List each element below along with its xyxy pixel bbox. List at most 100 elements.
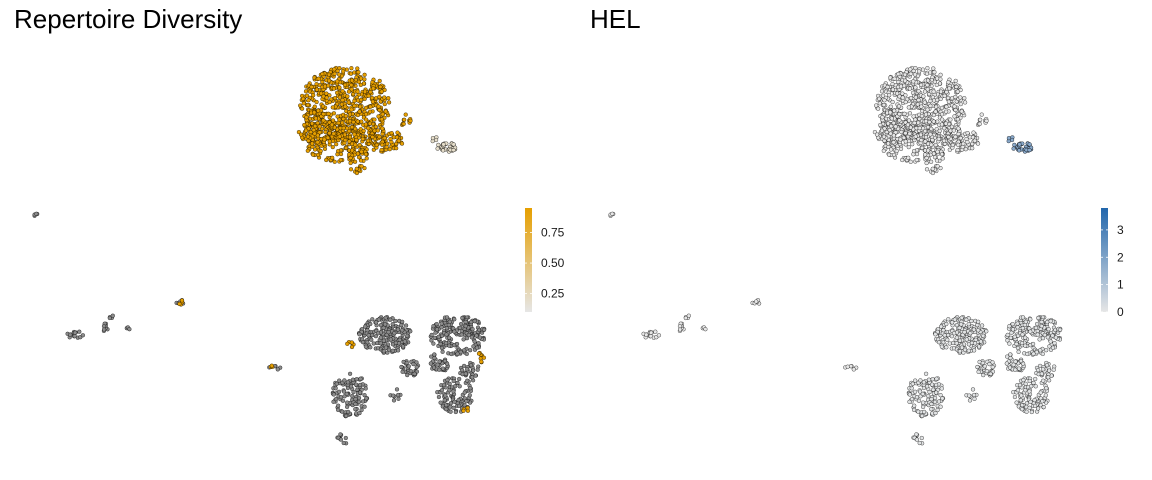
data-point — [389, 131, 394, 136]
data-point — [914, 432, 919, 437]
cluster-top-small-right — [1006, 135, 1034, 154]
data-point — [363, 122, 368, 127]
data-point — [877, 96, 882, 101]
data-point — [942, 126, 947, 131]
data-point — [933, 109, 938, 114]
data-point — [471, 368, 476, 373]
data-point — [898, 137, 903, 142]
data-point — [479, 359, 484, 364]
data-point — [467, 393, 472, 398]
data-point — [470, 327, 475, 332]
data-point — [990, 365, 995, 370]
data-point — [1018, 358, 1024, 364]
cluster-bottom-right-large — [906, 315, 1063, 446]
data-point — [363, 324, 368, 329]
scatter-points — [32, 65, 487, 446]
data-point — [929, 159, 934, 164]
data-point — [438, 400, 443, 405]
data-point — [355, 119, 360, 124]
data-point — [429, 354, 434, 359]
data-point — [354, 137, 359, 143]
data-point — [903, 78, 908, 83]
data-point — [940, 117, 945, 122]
data-point — [977, 344, 982, 349]
data-point — [346, 89, 352, 94]
data-point — [920, 391, 925, 396]
data-point — [462, 363, 467, 368]
data-point — [313, 147, 318, 152]
data-point — [353, 407, 358, 412]
data-point — [390, 322, 395, 327]
data-point — [449, 351, 454, 357]
data-point — [303, 128, 309, 133]
data-point — [439, 388, 445, 393]
data-point — [889, 147, 894, 152]
data-point — [463, 324, 468, 329]
data-point — [324, 157, 329, 163]
data-point — [437, 359, 442, 364]
data-point — [343, 138, 348, 143]
data-point — [383, 315, 388, 320]
data-point — [355, 66, 360, 71]
data-point — [441, 148, 446, 153]
data-point — [890, 87, 895, 92]
colorbar-tick-label: 0.75 — [541, 225, 565, 239]
data-point — [338, 395, 344, 400]
data-point — [315, 140, 320, 145]
data-point — [955, 89, 960, 94]
data-point — [349, 66, 354, 71]
data-point — [392, 331, 397, 336]
data-point — [456, 398, 461, 403]
data-point — [472, 319, 477, 324]
data-point — [948, 117, 953, 122]
data-point — [919, 113, 924, 119]
data-point — [881, 102, 886, 108]
data-point — [304, 115, 309, 120]
data-point — [939, 152, 945, 157]
data-point — [951, 340, 956, 346]
data-point — [402, 117, 407, 122]
data-point — [428, 361, 433, 366]
data-point — [1027, 148, 1032, 153]
data-point — [957, 325, 962, 330]
data-point — [404, 323, 409, 328]
data-point — [301, 96, 306, 101]
data-point — [954, 323, 959, 328]
data-point — [984, 369, 989, 374]
data-point — [337, 378, 342, 383]
data-point — [1010, 327, 1016, 332]
data-point — [336, 403, 341, 408]
data-point — [375, 128, 380, 133]
data-point — [335, 68, 340, 73]
colorbar-legend: 0.25 0.50 0.75 — [525, 208, 565, 312]
data-point — [907, 392, 912, 397]
data-point — [337, 389, 342, 394]
data-point — [351, 120, 356, 125]
data-point — [452, 329, 457, 334]
data-point — [338, 432, 343, 437]
data-point — [333, 397, 339, 402]
data-point — [320, 71, 325, 77]
data-point — [909, 397, 915, 402]
data-point — [936, 136, 941, 141]
data-point — [963, 100, 968, 105]
data-point — [1028, 329, 1033, 334]
data-point — [936, 340, 942, 345]
data-point — [366, 126, 371, 131]
data-point — [1011, 362, 1016, 367]
data-point — [370, 99, 375, 104]
data-point — [984, 329, 989, 334]
data-point — [922, 409, 927, 414]
data-point — [313, 116, 318, 121]
data-point — [444, 315, 450, 320]
data-point — [954, 84, 959, 89]
data-point — [465, 408, 470, 413]
data-point — [347, 152, 352, 157]
data-point — [300, 106, 305, 111]
data-point — [925, 78, 931, 83]
data-point — [363, 386, 368, 391]
data-point — [403, 112, 408, 117]
data-point — [929, 397, 934, 402]
data-point — [275, 367, 280, 372]
data-point — [457, 376, 462, 382]
